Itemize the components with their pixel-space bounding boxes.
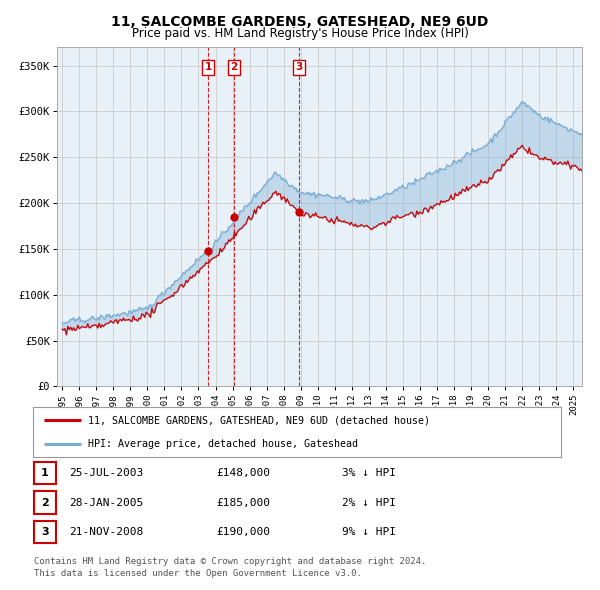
Text: 28-JAN-2005: 28-JAN-2005 bbox=[69, 498, 143, 507]
Text: HPI: Average price, detached house, Gateshead: HPI: Average price, detached house, Gate… bbox=[88, 439, 358, 449]
Text: 2: 2 bbox=[41, 498, 49, 507]
Text: 25-JUL-2003: 25-JUL-2003 bbox=[69, 468, 143, 478]
Text: 1: 1 bbox=[41, 468, 49, 478]
Text: £148,000: £148,000 bbox=[216, 468, 270, 478]
Text: 3: 3 bbox=[41, 527, 49, 537]
Text: 2: 2 bbox=[230, 63, 238, 73]
Text: 11, SALCOMBE GARDENS, GATESHEAD, NE9 6UD: 11, SALCOMBE GARDENS, GATESHEAD, NE9 6UD bbox=[112, 15, 488, 29]
Text: Contains HM Land Registry data © Crown copyright and database right 2024.: Contains HM Land Registry data © Crown c… bbox=[34, 557, 427, 566]
Text: 1: 1 bbox=[205, 63, 212, 73]
Text: 3: 3 bbox=[295, 63, 302, 73]
Text: 3% ↓ HPI: 3% ↓ HPI bbox=[342, 468, 396, 478]
Text: This data is licensed under the Open Government Licence v3.0.: This data is licensed under the Open Gov… bbox=[34, 569, 362, 578]
Text: Price paid vs. HM Land Registry's House Price Index (HPI): Price paid vs. HM Land Registry's House … bbox=[131, 27, 469, 40]
Text: 9% ↓ HPI: 9% ↓ HPI bbox=[342, 527, 396, 537]
Text: 11, SALCOMBE GARDENS, GATESHEAD, NE9 6UD (detached house): 11, SALCOMBE GARDENS, GATESHEAD, NE9 6UD… bbox=[88, 415, 430, 425]
Text: 21-NOV-2008: 21-NOV-2008 bbox=[69, 527, 143, 537]
Text: £190,000: £190,000 bbox=[216, 527, 270, 537]
Text: 2% ↓ HPI: 2% ↓ HPI bbox=[342, 498, 396, 507]
Text: £185,000: £185,000 bbox=[216, 498, 270, 507]
